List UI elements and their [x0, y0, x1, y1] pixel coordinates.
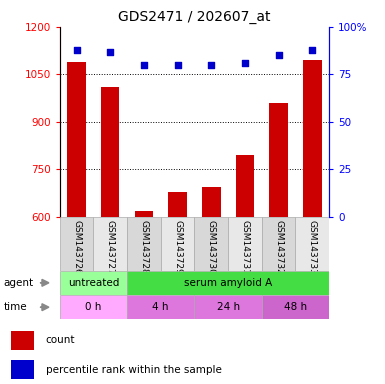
Text: serum amyloid A: serum amyloid A [184, 278, 272, 288]
Text: 48 h: 48 h [284, 302, 307, 312]
Text: GSM143732: GSM143732 [274, 220, 283, 275]
Bar [60, 217, 93, 271]
Point [141, 62, 147, 68]
Text: GSM143728: GSM143728 [139, 220, 148, 275]
Point [107, 48, 113, 55]
Bar [194, 295, 262, 319]
Bar [127, 217, 161, 271]
Bar [93, 217, 127, 271]
Point [174, 62, 181, 68]
Text: untreated: untreated [68, 278, 119, 288]
Point [242, 60, 248, 66]
Text: percentile rank within the sample: percentile rank within the sample [46, 365, 222, 375]
Bar [12, 331, 34, 349]
Bar [67, 62, 86, 217]
Point [208, 62, 214, 68]
Title: GDS2471 / 202607_at: GDS2471 / 202607_at [118, 10, 271, 25]
Bar [303, 60, 321, 217]
Bar [60, 271, 127, 295]
Text: agent: agent [4, 278, 34, 288]
Bar [202, 187, 221, 217]
Text: GSM143730: GSM143730 [207, 220, 216, 275]
Text: 0 h: 0 h [85, 302, 102, 312]
Point [309, 46, 315, 53]
Bar [168, 192, 187, 217]
Text: count: count [46, 335, 75, 345]
Text: GSM143731: GSM143731 [241, 220, 249, 275]
Bar [296, 217, 329, 271]
Bar [12, 360, 34, 379]
Bar [236, 155, 254, 217]
Bar [101, 87, 119, 217]
Text: GSM143729: GSM143729 [173, 220, 182, 275]
Bar [161, 217, 194, 271]
Bar [127, 271, 329, 295]
Bar [194, 217, 228, 271]
Point [276, 52, 282, 58]
Text: 4 h: 4 h [152, 302, 169, 312]
Bar [135, 211, 153, 217]
Bar [262, 217, 296, 271]
Text: GSM143727: GSM143727 [106, 220, 115, 275]
Text: GSM143726: GSM143726 [72, 220, 81, 275]
Text: GSM143733: GSM143733 [308, 220, 317, 275]
Bar [270, 103, 288, 217]
Bar [60, 295, 127, 319]
Text: 24 h: 24 h [216, 302, 240, 312]
Bar [127, 295, 194, 319]
Text: time: time [4, 302, 27, 312]
Bar [262, 295, 329, 319]
Point [74, 46, 80, 53]
Bar [228, 217, 262, 271]
